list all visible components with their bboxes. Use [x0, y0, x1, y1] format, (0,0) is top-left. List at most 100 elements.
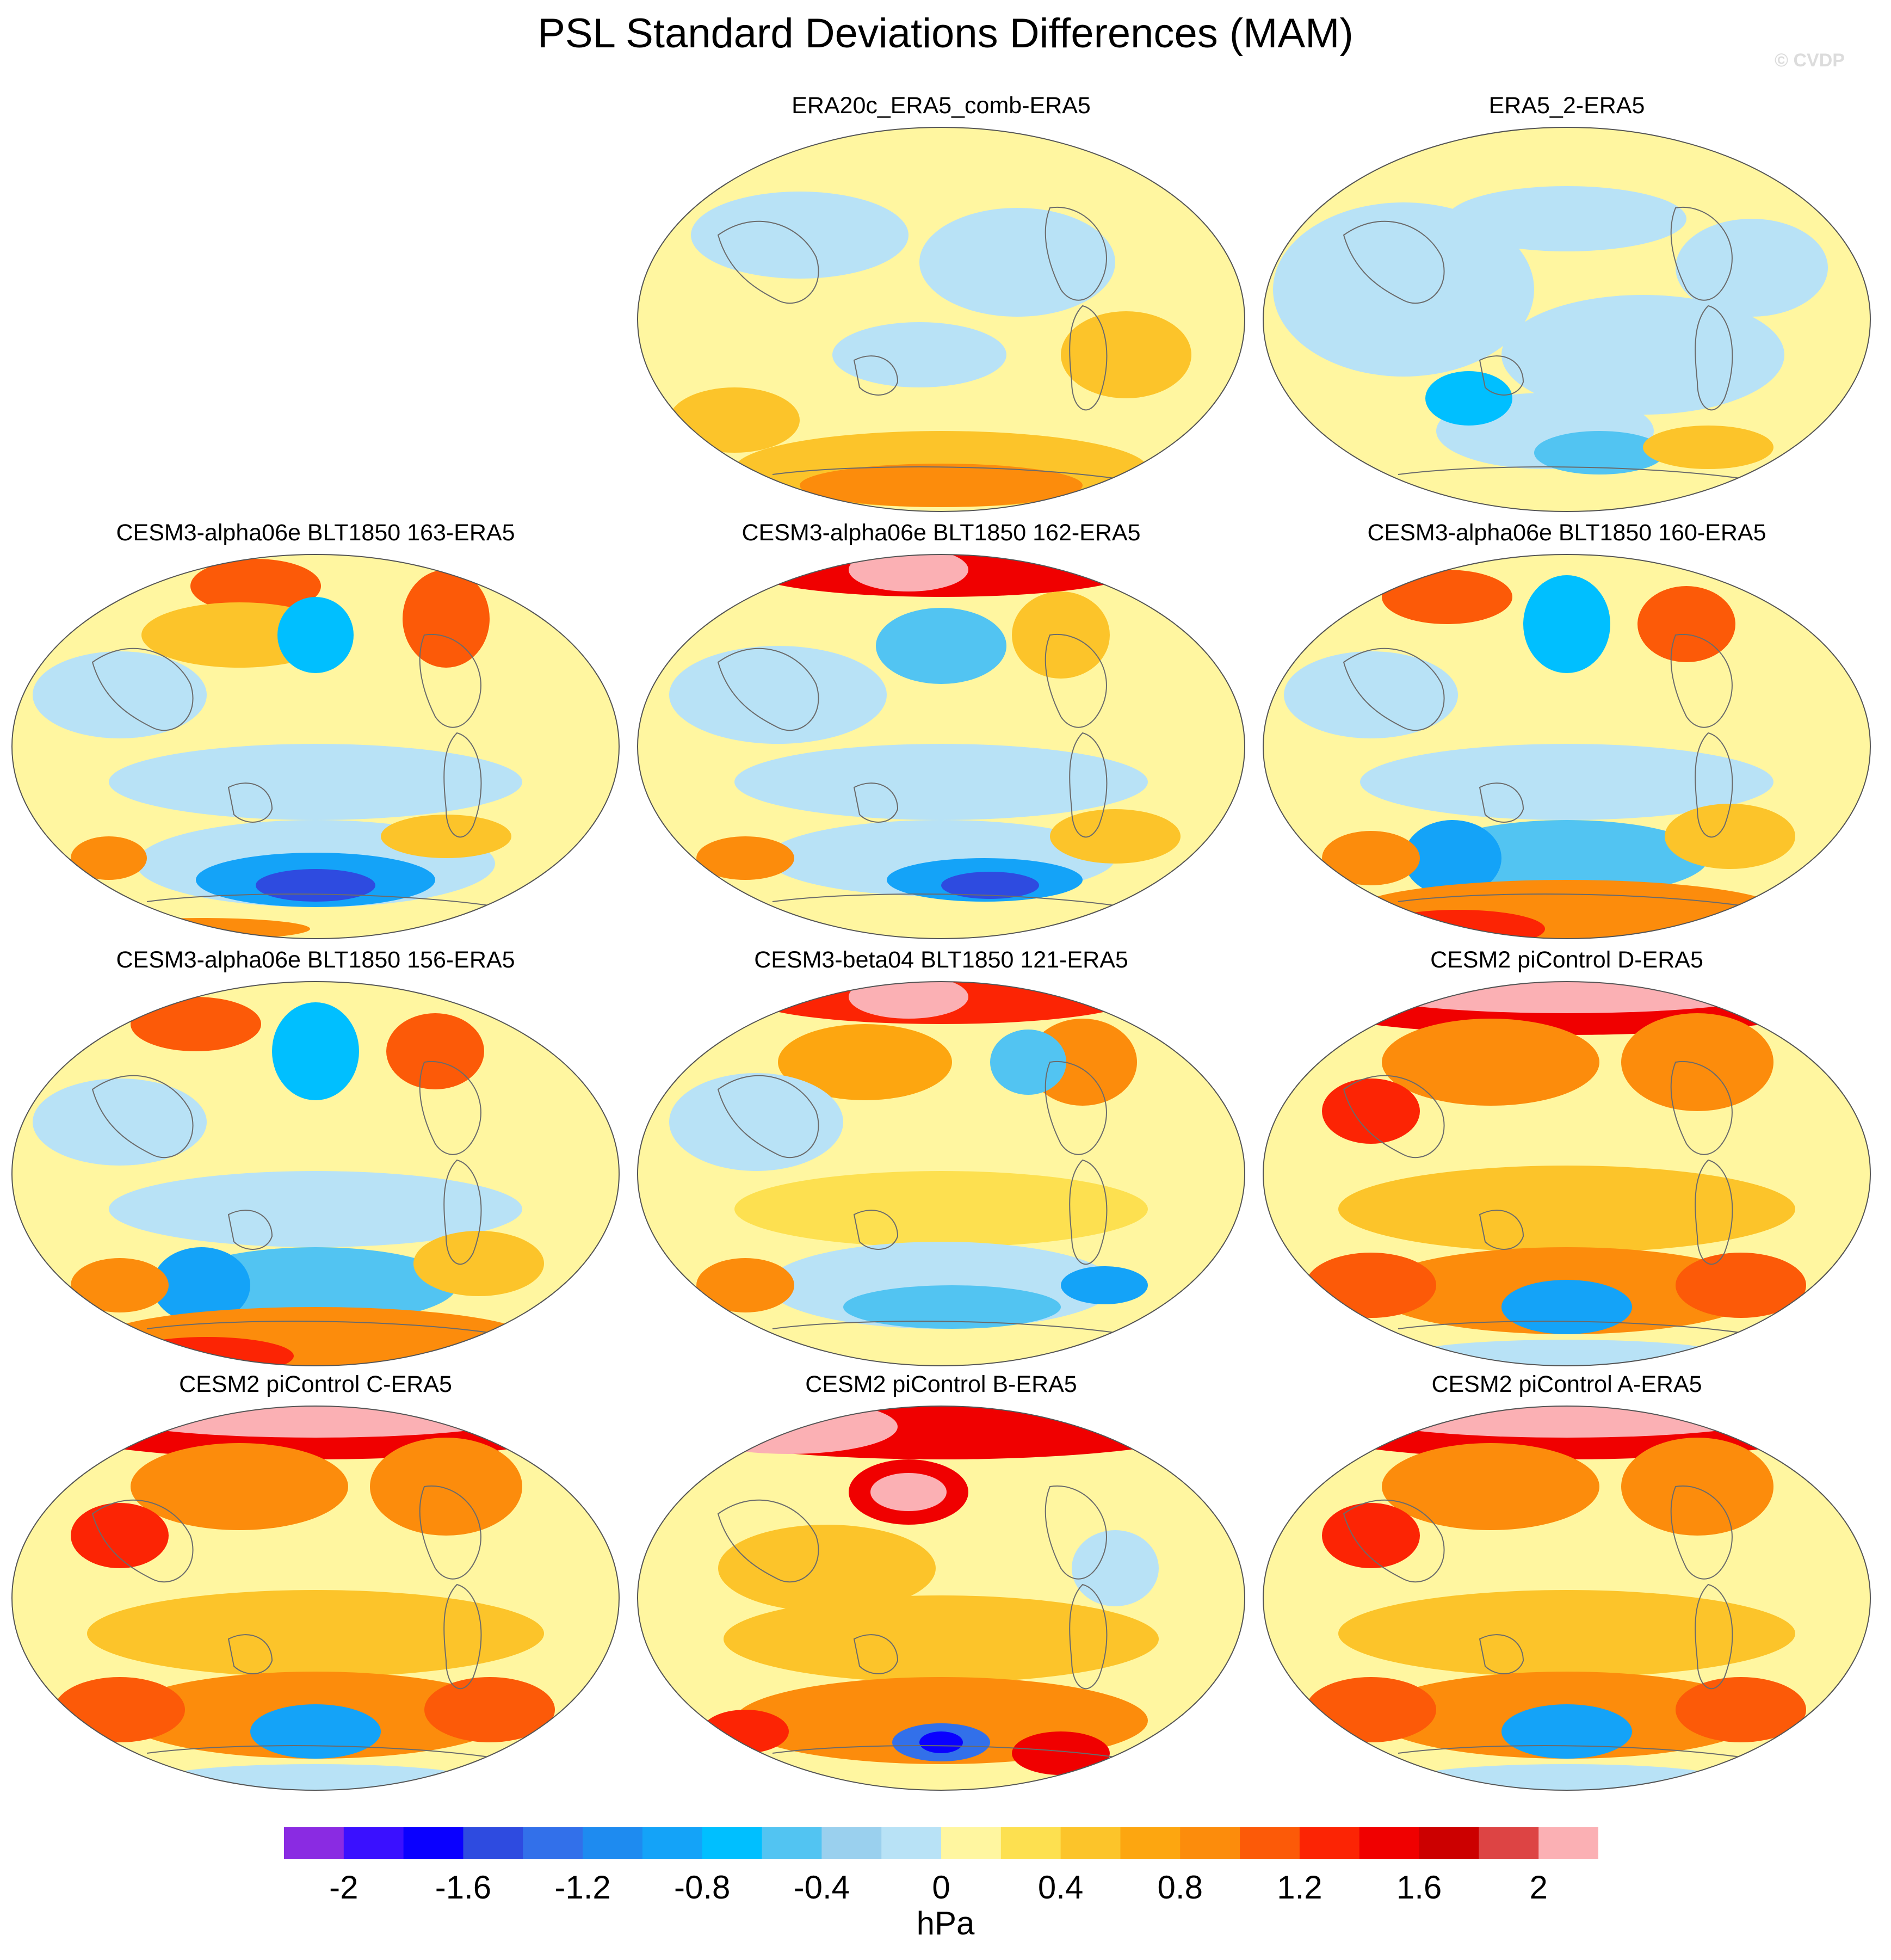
- anomaly-region: [1637, 586, 1735, 662]
- anomaly-region: [919, 208, 1115, 317]
- colorbar-swatch: [1240, 1827, 1300, 1859]
- anomaly-region: [941, 872, 1039, 899]
- coastline: [717, 1499, 819, 1583]
- anomaly-region: [1676, 1253, 1806, 1318]
- coastline: [1670, 633, 1733, 728]
- coastline: [146, 893, 501, 908]
- figure-title: PSL Standard Deviations Differences (MAM…: [537, 10, 1354, 57]
- coastline: [1045, 206, 1107, 301]
- coastline: [443, 732, 482, 838]
- globe-outline: [1263, 127, 1871, 512]
- coastline: [1069, 732, 1108, 838]
- anomaly-region: [669, 387, 800, 453]
- anomaly-region: [876, 608, 1006, 684]
- anomaly-region: [1360, 1406, 1773, 1438]
- coastline: [772, 893, 1127, 908]
- coastline: [772, 1745, 1127, 1759]
- anomaly-region: [734, 1171, 1148, 1247]
- globe-outline: [637, 554, 1245, 939]
- anomaly-region: [1050, 809, 1181, 864]
- anomaly-region: [990, 1030, 1066, 1095]
- anomaly-region: [702, 1710, 789, 1753]
- coastline: [227, 782, 273, 823]
- coastline: [1343, 220, 1445, 304]
- colorbar-tick-label: 0.8: [1157, 1869, 1203, 1906]
- coastline: [146, 1321, 501, 1335]
- colorbar-swatch: [762, 1827, 822, 1859]
- anomaly-region: [1072, 1530, 1159, 1606]
- globe-outline: [11, 981, 620, 1366]
- colorbar-swatch: [941, 1827, 1002, 1859]
- globe-map: [637, 1406, 1245, 1791]
- panel-title: CESM2 piControl A-ERA5: [1431, 1371, 1702, 1397]
- anomaly-region: [1501, 1280, 1632, 1334]
- coastline: [227, 1634, 273, 1674]
- anomaly-region: [277, 597, 354, 673]
- coastline: [1695, 1583, 1733, 1690]
- globe-map: [11, 1406, 620, 1791]
- anomaly-region: [381, 815, 511, 858]
- anomaly-region: [1425, 820, 1708, 896]
- anomaly-region: [33, 651, 207, 738]
- anomaly-region: [1338, 1590, 1795, 1677]
- anomaly-region: [1306, 1253, 1436, 1318]
- coastline: [1398, 1321, 1752, 1335]
- panel-title: CESM3-alpha06e BLT1850 163-ERA5: [116, 520, 515, 546]
- anomaly-region: [778, 1024, 952, 1100]
- map-panel: CESM3-beta04 BLT1850 121-ERA5: [631, 947, 1251, 1371]
- colorbar-swatch: [881, 1827, 942, 1859]
- anomaly-region: [696, 1258, 794, 1312]
- anomaly-region: [386, 1013, 484, 1089]
- anomaly-region: [71, 836, 147, 880]
- map-panel: CESM2 piControl A-ERA5: [1257, 1371, 1877, 1796]
- anomaly-region: [413, 1231, 544, 1296]
- globe-map: [1263, 554, 1871, 939]
- colorbar-tick-label: 0.4: [1037, 1869, 1084, 1906]
- anomaly-region: [272, 1002, 359, 1100]
- anomaly-region: [1333, 1519, 1801, 1595]
- anomaly-region: [71, 1503, 169, 1568]
- coastline: [1069, 1159, 1108, 1265]
- colorbar-swatch: [1538, 1827, 1598, 1859]
- anomaly-region: [876, 983, 941, 1010]
- coastline: [1670, 206, 1733, 301]
- map-panel: CESM2 piControl D-ERA5: [1257, 947, 1877, 1371]
- anomaly-region: [919, 1731, 963, 1753]
- globe-outline: [1263, 981, 1871, 1366]
- anomaly-region: [1306, 1677, 1436, 1742]
- coastline: [419, 1061, 481, 1155]
- anomaly-region: [724, 1595, 1159, 1682]
- coastline: [1045, 1061, 1107, 1155]
- colorbar-tick-label: 0: [932, 1869, 950, 1906]
- colorbar-tick-labels: -2 -1.6 -1.2 -0.8 -0.4 0 0.4 0.8 1.2 1.6 2: [0, 1869, 1891, 1906]
- anomaly-region: [131, 997, 261, 1051]
- anomaly-region: [174, 1247, 457, 1323]
- globe-map: [11, 981, 620, 1366]
- panel-title: CESM2 piControl C-ERA5: [179, 1371, 452, 1397]
- anomaly-region: [1501, 1704, 1632, 1759]
- coastline: [772, 466, 1127, 480]
- panel-title: CESM3-alpha06e BLT1850 160-ERA5: [1367, 520, 1766, 546]
- credit-watermark: © CVDP: [1775, 50, 1845, 71]
- anomaly-region: [152, 1247, 250, 1323]
- anomaly-region: [256, 869, 375, 902]
- anomaly-region: [131, 1443, 348, 1530]
- colorbar-tick-label: -2: [329, 1869, 359, 1906]
- anomaly-region: [92, 918, 310, 939]
- globe-map: [1263, 981, 1871, 1366]
- panel-title: CESM2 piControl D-ERA5: [1430, 947, 1703, 973]
- globe-map: [1263, 1406, 1871, 1791]
- anomaly-region: [1061, 1266, 1148, 1304]
- anomaly-region: [696, 836, 794, 880]
- anomaly-region: [1382, 1019, 1599, 1106]
- coastline: [1670, 1061, 1733, 1155]
- coastline: [1479, 355, 1524, 396]
- map-panel: CESM2 piControl B-ERA5: [631, 1371, 1251, 1796]
- coastline: [1343, 1499, 1445, 1583]
- anomaly-region: [1061, 311, 1191, 398]
- anomaly-region: [109, 1171, 522, 1247]
- colorbar-swatch: [1000, 1827, 1061, 1859]
- coastline: [1398, 893, 1752, 908]
- globe-outline: [637, 127, 1245, 512]
- anomaly-region: [1284, 651, 1458, 738]
